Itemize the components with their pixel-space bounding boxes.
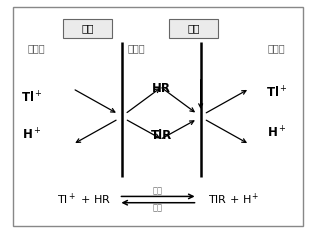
Text: H$^+$: H$^+$ [267,125,286,140]
Text: HR: HR [152,82,171,95]
Text: 内水相: 内水相 [268,43,285,53]
Text: 反萌: 反萌 [153,203,163,212]
Text: 外水相: 外水相 [27,43,45,53]
Text: Tl$^+$: Tl$^+$ [21,90,42,106]
FancyBboxPatch shape [13,7,303,226]
FancyBboxPatch shape [169,19,218,38]
Text: Tl$^+$ + HR: Tl$^+$ + HR [57,192,111,207]
Text: TlR: TlR [150,129,172,142]
Text: TlR + H$^+$: TlR + H$^+$ [208,192,260,207]
Text: 萌取: 萌取 [153,187,163,196]
Text: H$^+$: H$^+$ [22,127,41,143]
Text: 反萌: 反萌 [187,24,200,33]
Text: Tl$^+$: Tl$^+$ [266,86,287,101]
Text: 油膜相: 油膜相 [127,43,145,53]
Text: 萌取: 萌取 [82,24,94,33]
FancyBboxPatch shape [63,19,112,38]
